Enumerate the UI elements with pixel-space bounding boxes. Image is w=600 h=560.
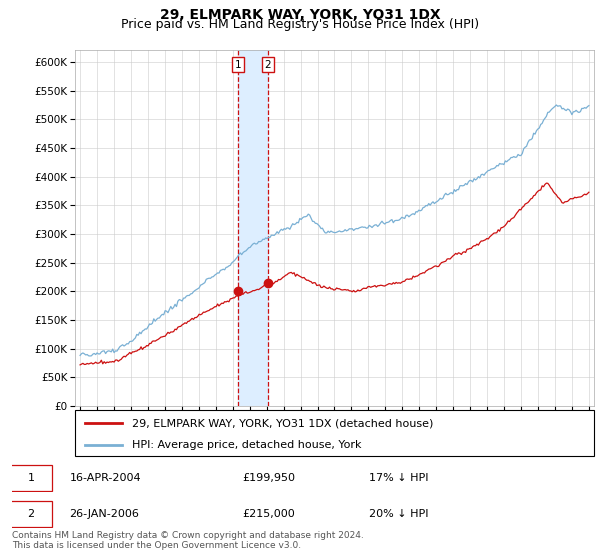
- Text: Contains HM Land Registry data © Crown copyright and database right 2024.
This d: Contains HM Land Registry data © Crown c…: [12, 531, 364, 550]
- Text: 20% ↓ HPI: 20% ↓ HPI: [369, 508, 428, 519]
- Text: £199,950: £199,950: [242, 473, 295, 483]
- Text: £215,000: £215,000: [242, 508, 295, 519]
- Text: 2: 2: [265, 59, 271, 69]
- Text: 1: 1: [28, 473, 35, 483]
- Text: 17% ↓ HPI: 17% ↓ HPI: [369, 473, 428, 483]
- FancyBboxPatch shape: [75, 410, 594, 456]
- Text: 26-JAN-2006: 26-JAN-2006: [70, 508, 139, 519]
- Text: 1: 1: [235, 59, 241, 69]
- Text: 16-APR-2004: 16-APR-2004: [70, 473, 141, 483]
- Text: 29, ELMPARK WAY, YORK, YO31 1DX (detached house): 29, ELMPARK WAY, YORK, YO31 1DX (detache…: [132, 418, 433, 428]
- Text: HPI: Average price, detached house, York: HPI: Average price, detached house, York: [132, 440, 362, 450]
- Text: 29, ELMPARK WAY, YORK, YO31 1DX: 29, ELMPARK WAY, YORK, YO31 1DX: [160, 8, 440, 22]
- Bar: [238, 50, 268, 406]
- FancyBboxPatch shape: [9, 501, 52, 527]
- Text: 2: 2: [28, 508, 35, 519]
- FancyBboxPatch shape: [9, 465, 52, 491]
- Text: Price paid vs. HM Land Registry's House Price Index (HPI): Price paid vs. HM Land Registry's House …: [121, 18, 479, 31]
